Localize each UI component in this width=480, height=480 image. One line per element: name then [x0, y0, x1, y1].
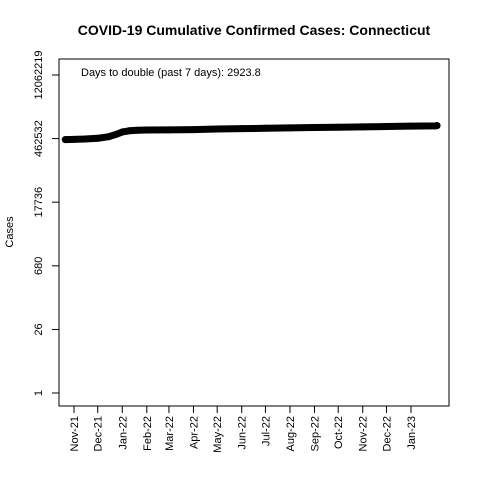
data-point — [113, 130, 121, 138]
data-point — [189, 126, 197, 134]
data-point — [143, 126, 151, 134]
data-point — [125, 127, 133, 135]
data-point — [165, 126, 173, 134]
data-point — [105, 133, 113, 141]
x-tick-label: Feb-22 — [142, 416, 154, 451]
x-tick-label: Nov-21 — [69, 416, 81, 451]
doubling-annotation: Days to double (past 7 days): 2923.8 — [81, 67, 261, 79]
data-point — [213, 125, 221, 133]
x-tick-label: Jun-22 — [237, 416, 249, 450]
series-layer — [61, 122, 441, 144]
x-tick-label: Aug-22 — [285, 416, 297, 451]
x-axis: Nov-21 Dec-21 Jan-22 Feb-22 Mar-22 Apr-22 May-… — [69, 406, 418, 453]
x-tick-label: Jan-22 — [117, 416, 129, 450]
data-point — [359, 123, 367, 131]
y-tick-label: 1 — [33, 390, 45, 396]
x-tick-label: Mar-22 — [164, 416, 176, 451]
data-point — [94, 134, 102, 142]
x-tick-label: Jan-23 — [406, 416, 418, 450]
data-point — [118, 128, 126, 136]
y-tick-label: 17736 — [33, 187, 45, 218]
data-point — [310, 124, 318, 132]
y-tick-label: 680 — [33, 257, 45, 275]
data-point — [407, 122, 415, 130]
data-point — [81, 135, 89, 143]
data-point — [61, 136, 69, 144]
x-tick-label: Nov-22 — [358, 416, 370, 451]
x-tick-label: Sep-22 — [309, 416, 321, 451]
chart-title: COVID-19 Cumulative Confirmed Cases: Con… — [78, 22, 431, 38]
y-tick-label: 462532 — [33, 120, 45, 157]
x-tick-label: Apr-22 — [188, 416, 200, 449]
y-tick-label: 12062219 — [33, 51, 45, 100]
data-point — [261, 124, 269, 132]
y-axis: 1 26 680 17736 462532 12062219 — [33, 51, 59, 396]
x-tick-label: Oct-22 — [333, 416, 345, 449]
data-point — [70, 135, 78, 143]
data-point — [286, 124, 294, 132]
data-point — [133, 126, 141, 134]
data-point — [433, 122, 441, 130]
x-tick-label: Dec-22 — [381, 416, 393, 451]
x-tick-label: Dec-21 — [93, 416, 105, 451]
data-point — [334, 123, 342, 131]
y-tick-label: 26 — [33, 323, 45, 335]
y-axis-label: Cases — [4, 216, 16, 248]
plot-frame — [58, 58, 450, 407]
x-tick-label: May-22 — [212, 416, 224, 453]
x-tick-label: Jul-22 — [260, 416, 272, 446]
data-point — [238, 125, 246, 133]
data-point — [382, 123, 390, 131]
